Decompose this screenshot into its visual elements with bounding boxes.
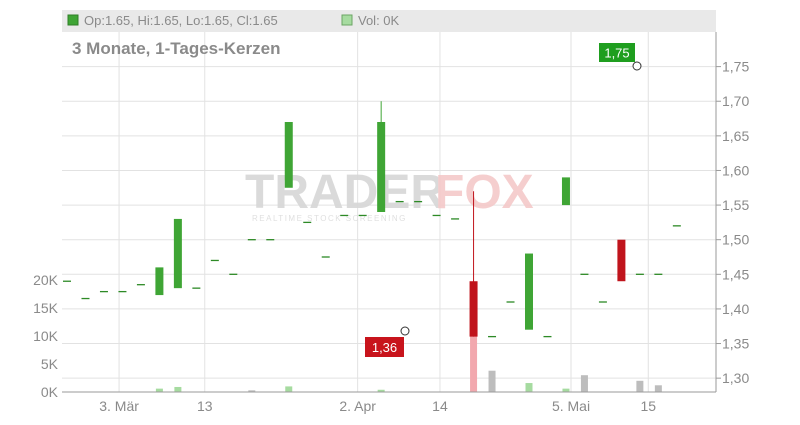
volume-readout: Vol: 0K xyxy=(358,13,400,28)
date-tick-label: 13 xyxy=(197,398,213,414)
volume-tick-label: 0K xyxy=(41,384,59,400)
volume-swatch-icon xyxy=(341,14,353,26)
axes: 1,30 1,35 1,40 1,45 1,50 1,55 1,60 1,65 1,70 1,75… xyxy=(33,32,749,414)
price-tick-label: 1,35 xyxy=(722,336,749,352)
price-tick-label: 1,75 xyxy=(722,59,749,75)
watermark-brand-left: TRADER xyxy=(245,166,445,219)
volume-bar xyxy=(525,383,533,392)
candle-body xyxy=(284,122,293,188)
volume-bar xyxy=(580,375,588,392)
watermark: TRADER FOX REALTIME STOCK SCREENING xyxy=(245,166,534,223)
candle-body xyxy=(155,267,164,296)
high-label-text: 1,75 xyxy=(604,46,629,61)
candle-body xyxy=(561,177,570,206)
header-bar: Op:1.65, Hi:1.65, Lo:1.65, Cl:1.65 Vol: … xyxy=(62,10,716,32)
candle-body xyxy=(525,253,533,330)
candle-body xyxy=(469,281,478,337)
volume-bar xyxy=(155,388,163,392)
price-tick-label: 1,30 xyxy=(722,370,749,386)
price-tick-label: 1,55 xyxy=(722,197,749,213)
volume-bar xyxy=(174,386,182,392)
volume-tick-label: 15K xyxy=(33,300,59,316)
volume-bar xyxy=(248,390,256,392)
date-tick-label: 5. Mai xyxy=(552,398,590,414)
volume-tick-label: 5K xyxy=(41,356,59,372)
ohlc-swatch-icon xyxy=(67,14,79,26)
volume-bar xyxy=(636,380,644,392)
price-tick-label: 1,60 xyxy=(722,162,749,178)
volume-bar xyxy=(470,324,478,392)
ohlc-readout: Op:1.65, Hi:1.65, Lo:1.65, Cl:1.65 xyxy=(84,13,278,28)
plot-area xyxy=(62,32,716,392)
low-label-text: 1,36 xyxy=(372,340,397,355)
candle-body xyxy=(617,239,626,282)
annotations: 1,75 1,36 xyxy=(365,43,642,357)
volume-bar xyxy=(377,389,385,392)
low-marker xyxy=(400,326,410,336)
chart-subtitle: 3 Monate, 1-Tages-Kerzen xyxy=(72,39,280,58)
price-tick-label: 1,50 xyxy=(722,232,749,248)
date-tick-label: 3. Mär xyxy=(99,398,139,414)
date-tick-label: 2. Apr xyxy=(339,398,376,414)
watermark-tagline: REALTIME STOCK SCREENING xyxy=(252,214,407,223)
price-tick-label: 1,40 xyxy=(722,301,749,317)
price-tick-label: 1,65 xyxy=(722,128,749,144)
volume-bar xyxy=(488,370,496,392)
date-tick-label: 14 xyxy=(432,398,448,414)
price-tick-label: 1,45 xyxy=(722,266,749,282)
watermark-brand-right: FOX xyxy=(435,166,534,219)
low-label-bg xyxy=(365,337,404,357)
volume-bar xyxy=(654,385,662,392)
volume-bar xyxy=(562,388,570,392)
candles xyxy=(63,101,681,338)
volume-tick-label: 20K xyxy=(33,272,59,288)
candle-body xyxy=(173,218,182,289)
volume-tick-label: 10K xyxy=(33,328,59,344)
date-tick-label: 15 xyxy=(640,398,656,414)
price-tick-label: 1,70 xyxy=(722,93,749,109)
header-background xyxy=(62,10,716,32)
volume-bar xyxy=(285,386,293,392)
high-marker xyxy=(632,61,642,71)
volume-bars xyxy=(155,324,662,392)
candle-body xyxy=(377,122,386,212)
high-label-bg xyxy=(599,43,635,62)
grid-layer xyxy=(62,32,716,392)
